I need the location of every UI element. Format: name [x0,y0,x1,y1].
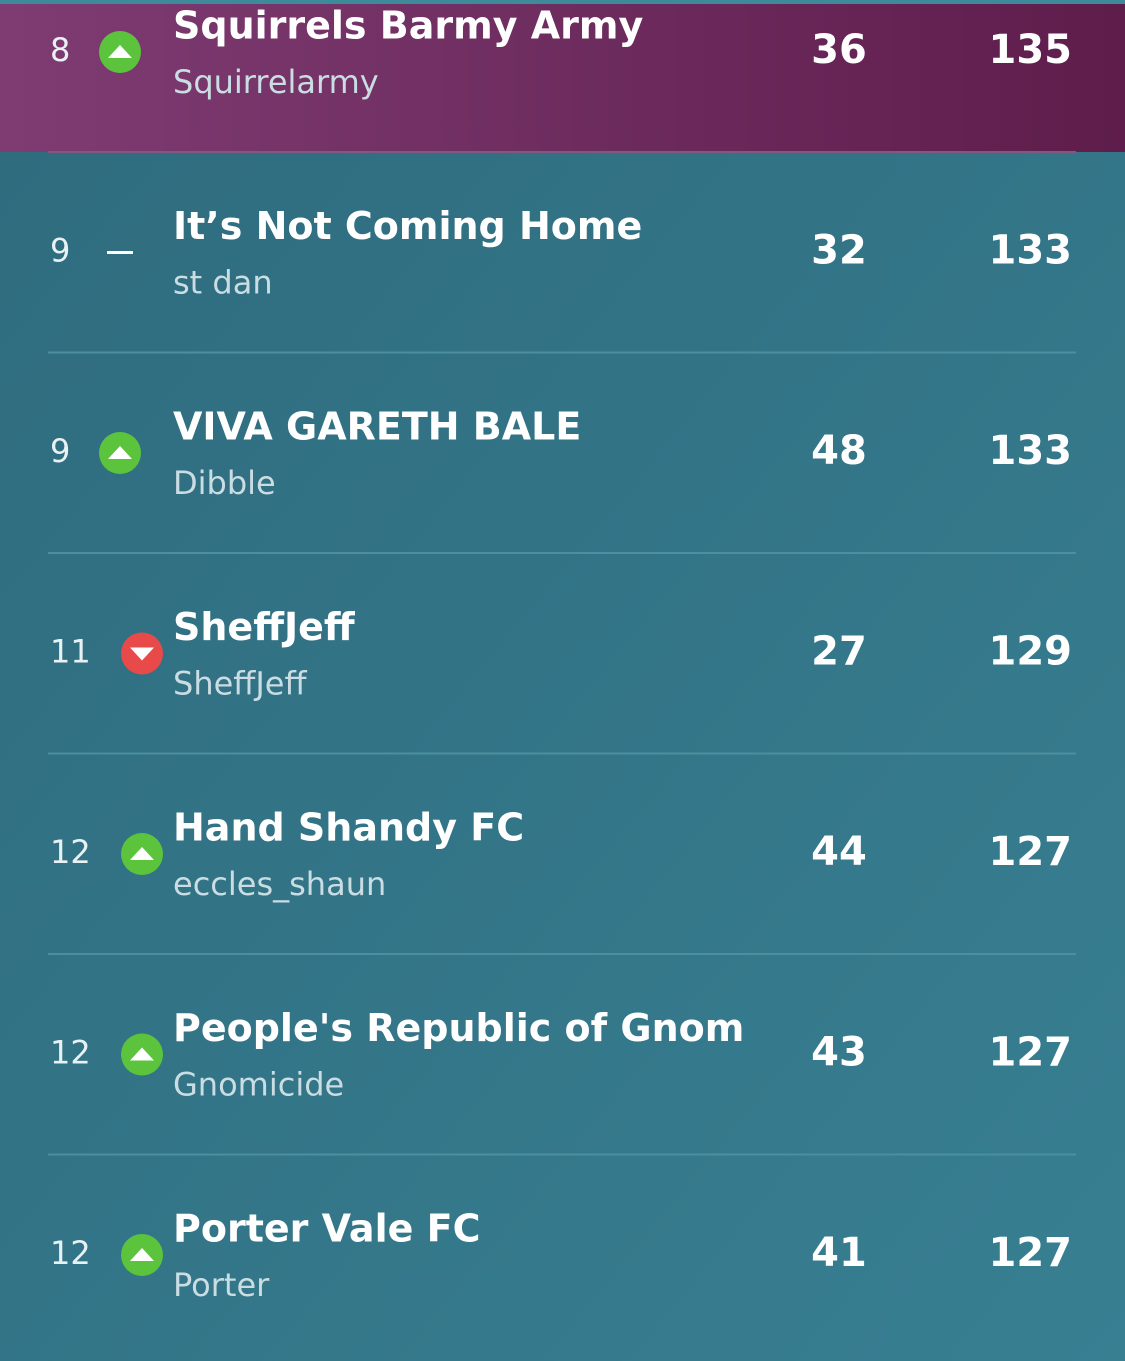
top-edge [0,0,1125,4]
movement-arrow [130,1047,154,1061]
team-name: VIVA GARETH BALE [173,405,581,449]
manager-name: SheffJeff [173,665,307,703]
manager-name: Gnomicide [173,1066,344,1104]
total-points: 135 [989,27,1073,73]
rank: 9 [50,232,70,270]
gameweek-points: 36 [811,27,867,73]
movement-arrow [130,1248,154,1261]
team-name: Squirrels Barmy Army [173,4,643,48]
movement-arrow [108,446,132,459]
total-points: 127 [989,1230,1073,1276]
movement-arrow [108,45,132,58]
total-points: 127 [989,829,1073,875]
manager-name: Porter [173,1266,270,1304]
rank: 12 [50,1234,91,1272]
rank: 11 [50,633,91,671]
manager-name: Squirrelarmy [173,63,379,101]
rank: 8 [50,31,70,69]
team-name: People's Republic of Gnom [173,1006,744,1050]
team-name: SheffJeff [173,605,356,649]
gameweek-points: 43 [811,1030,867,1076]
rank: 12 [50,833,91,871]
total-points: 129 [989,629,1073,675]
rank: 12 [50,1034,91,1072]
movement-arrow [130,647,154,661]
total-points: 133 [989,228,1073,274]
movement-arrow [130,847,154,860]
gameweek-points: 44 [811,829,867,875]
gameweek-points: 27 [811,629,867,675]
row-highlight [0,4,1125,152]
manager-name: Dibble [173,464,276,502]
total-points: 133 [989,428,1073,474]
total-points: 127 [989,1030,1073,1076]
team-name: It’s Not Coming Home [173,204,642,248]
manager-name: st dan [173,264,273,302]
manager-name: eccles_shaun [173,865,386,903]
team-name: Porter Vale FC [173,1207,480,1251]
gameweek-points: 41 [811,1230,867,1276]
gameweek-points: 32 [811,228,867,274]
gameweek-points: 48 [811,428,867,474]
team-name: Hand Shandy FC [173,806,524,850]
rank: 9 [50,432,70,470]
